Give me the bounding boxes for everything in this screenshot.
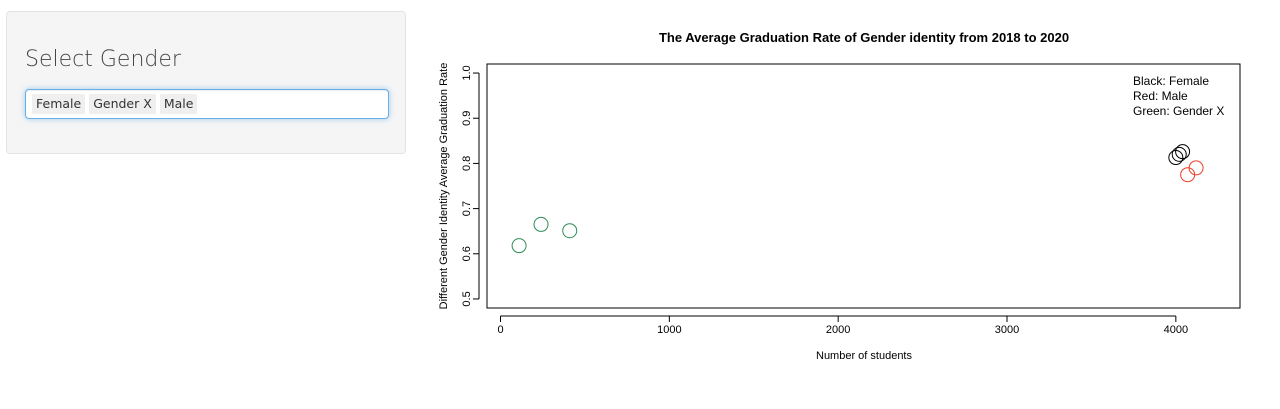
gender-tag-male[interactable]: Male bbox=[159, 94, 198, 114]
x-axis-label: Number of students bbox=[816, 350, 912, 362]
y-tick-label: 0.8 bbox=[461, 156, 473, 171]
y-tick-label: 1.0 bbox=[461, 65, 473, 80]
gender-multiselect-input[interactable]: Female Gender X Male bbox=[25, 89, 389, 119]
data-point bbox=[1171, 146, 1187, 162]
data-point bbox=[1175, 144, 1191, 160]
data-point bbox=[1188, 160, 1204, 176]
x-tick-label: 0 bbox=[497, 324, 503, 336]
y-axis: 0.5 0.6 0.7 0.8 0.9 1.0 bbox=[461, 65, 480, 307]
y-tick-label: 0.6 bbox=[461, 246, 473, 261]
gender-tag-female[interactable]: Female bbox=[32, 94, 86, 114]
data-point bbox=[533, 216, 549, 232]
data-point bbox=[511, 238, 527, 254]
gender-tag-gender-x[interactable]: Gender X bbox=[89, 94, 156, 114]
y-tick-label: 0.5 bbox=[461, 291, 473, 306]
chart-title: The Average Graduation Rate of Gender id… bbox=[659, 30, 1069, 45]
data-points bbox=[511, 144, 1204, 254]
legend: Black: Female Red: Male Green: Gender X bbox=[1133, 74, 1224, 118]
y-tick-label: 0.9 bbox=[461, 111, 473, 126]
legend-entry-male: Red: Male bbox=[1133, 89, 1188, 103]
select-gender-label: Select Gender bbox=[25, 47, 181, 72]
x-tick-label: 1000 bbox=[657, 324, 681, 336]
plot-frame bbox=[486, 63, 1241, 309]
y-axis-label: Different Gender Identity Average Gradua… bbox=[438, 63, 450, 310]
gender-select-panel: Select Gender Female Gender X Male bbox=[6, 11, 406, 154]
data-point bbox=[1180, 167, 1196, 183]
legend-entry-female: Black: Female bbox=[1133, 74, 1209, 88]
x-tick-label: 3000 bbox=[995, 324, 1019, 336]
data-point bbox=[562, 223, 578, 239]
x-axis: 0 1000 2000 3000 4000 bbox=[497, 315, 1188, 336]
x-tick-label: 2000 bbox=[826, 324, 850, 336]
x-tick-label: 4000 bbox=[1164, 324, 1188, 336]
y-tick-label: 0.7 bbox=[461, 201, 473, 216]
legend-entry-gender-x: Green: Gender X bbox=[1133, 104, 1224, 118]
